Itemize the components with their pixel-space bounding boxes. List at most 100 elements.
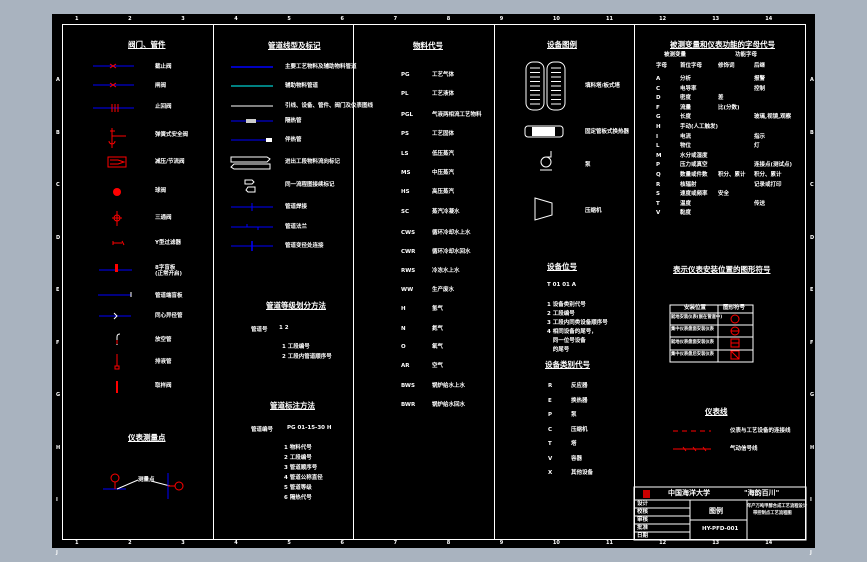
y-strainer-icon xyxy=(112,240,125,246)
material-code: O xyxy=(401,344,406,350)
material-name: 氮气 xyxy=(432,326,444,332)
equipment-class-name: 压缩机 xyxy=(571,426,588,433)
drain-pipe-icon xyxy=(114,354,120,370)
letter-code-cell: 温度 xyxy=(680,200,692,207)
pipeline-label: 管道变径处连接 xyxy=(285,243,324,249)
material-code: PL xyxy=(401,91,409,97)
material-code: LS xyxy=(401,151,409,157)
grid-row-label: H xyxy=(56,444,61,451)
equipment-tag-note: 2 工段编号 xyxy=(547,311,575,317)
valve-label: Y型过滤器 xyxy=(155,240,181,246)
equipment-label: 泵 xyxy=(585,162,591,168)
reducing-valve-inner xyxy=(110,159,126,165)
equipment-class-name: 换热器 xyxy=(571,397,588,404)
equipment-class-name: 泵 xyxy=(571,412,577,418)
valve-label: 排液管 xyxy=(155,359,172,365)
material-name: 工艺液体 xyxy=(432,91,455,97)
grid-row-label: C xyxy=(810,182,814,188)
letter-codes-header: 后继 xyxy=(754,63,766,69)
install-row-label: 就地仪表盘面安装仪表 xyxy=(671,339,714,345)
insulation-icon xyxy=(246,119,256,123)
letter-code-cell: 核辐射 xyxy=(680,181,697,188)
material-code: PS xyxy=(401,131,409,137)
equipment-class-code: X xyxy=(548,470,553,476)
equipment-tag-note: 1 设备类别代号 xyxy=(547,302,586,308)
instrument-lines-title: 仪表线 xyxy=(705,407,728,416)
letter-code-cell: 灯 xyxy=(754,143,760,150)
drawing-sheet xyxy=(52,14,815,548)
packed-tower-icon xyxy=(525,61,545,111)
equipment-title: 设备图例 xyxy=(547,40,577,49)
letter-code-cell: 物位 xyxy=(680,143,692,150)
install-table xyxy=(669,304,754,363)
letter-code-cell: H xyxy=(656,124,661,130)
pipe-marking-note: 5 管道等级 xyxy=(284,485,312,491)
letter-codes-group: 功能字母 xyxy=(735,52,758,58)
material-name: 循环冷却水回水 xyxy=(432,249,471,255)
school-name: 中国海洋大学 xyxy=(668,489,710,497)
equipment-class-code: T xyxy=(548,441,552,447)
equipment-label: 固定管板式换热器 xyxy=(585,129,630,135)
instrument-circle-icon xyxy=(174,481,184,491)
material-code: PG xyxy=(401,72,410,78)
material-code: N xyxy=(401,326,406,332)
letter-code-cell: I xyxy=(656,133,659,140)
install-row-label: 集中仪表盘面安装仪表 xyxy=(671,327,714,333)
local-instrument-icon xyxy=(730,314,740,324)
material-name: 工艺气体 xyxy=(432,72,455,78)
grid-column-label: 13 xyxy=(712,16,720,22)
letter-code-cell: 记录或打印 xyxy=(754,181,782,188)
grid-row-label: H xyxy=(810,444,815,451)
pipeline-label: 伴热管 xyxy=(285,137,302,143)
valve-label: 放空管 xyxy=(155,337,172,343)
grid-column-label: 14 xyxy=(765,16,773,22)
column-divider xyxy=(213,24,214,540)
grid-row-label: I xyxy=(56,497,58,503)
tracer-icon xyxy=(266,138,272,142)
right-subtitle: 带控制点工艺流程图 xyxy=(753,511,792,516)
grid-row-label: G xyxy=(56,392,61,398)
letter-code-cell: 手动(人工触发) xyxy=(680,124,719,130)
material-name: 锅炉给水上水 xyxy=(432,383,466,389)
material-code: MS xyxy=(401,170,411,176)
grid-column-label: 12 xyxy=(659,540,667,546)
letter-code-cell: 水分或湿度 xyxy=(680,152,708,159)
material-name: 空气 xyxy=(432,363,444,369)
valve-label: 弹簧式安全阀 xyxy=(155,132,189,138)
material-code: RWS xyxy=(401,268,416,274)
pipeline-label: 进出工段物料流向标记 xyxy=(285,159,341,165)
grid-row-label: J xyxy=(810,549,812,556)
title-block-row: 审核 xyxy=(637,517,649,523)
equipment-label: 压缩机 xyxy=(585,208,602,214)
drawing-number: HY-PFD-001 xyxy=(702,526,739,532)
grid-row-label: D xyxy=(56,234,61,241)
equipment-tag-note: 的尾号 xyxy=(547,347,570,353)
pipeline-label: 隔热管 xyxy=(285,118,302,124)
grid-row-label: F xyxy=(810,339,814,346)
equipment-tag-title: 设备位号 xyxy=(547,262,577,271)
grid-column-label: 9 xyxy=(499,16,504,22)
install-symbols-title: 表示仪表安装位置的图形符号 xyxy=(673,265,771,274)
equipment-class-name: 其他设备 xyxy=(571,470,594,476)
valve-label: 取样阀 xyxy=(155,383,172,389)
ball-valve-icon xyxy=(113,188,121,196)
material-name: 生产废水 xyxy=(432,287,455,293)
install-header: 安装位置 xyxy=(684,305,707,311)
grid-column-label: 13 xyxy=(712,540,720,546)
column-divider xyxy=(634,24,635,540)
material-code: WW xyxy=(401,287,414,293)
three-way-valve-body xyxy=(113,214,121,222)
material-code: SC xyxy=(401,209,409,215)
letter-code-cell: 报警 xyxy=(754,76,766,82)
letter-code-cell: Q xyxy=(656,172,661,178)
reducing-valve-icon xyxy=(107,156,127,168)
grid-column-label: 5 xyxy=(287,16,291,22)
install-row-label: 就地安装仪表(嵌在管道中) xyxy=(671,315,723,320)
pipe-number-label: 管道号 xyxy=(251,327,268,333)
grid-column-label: 10 xyxy=(552,16,560,22)
grid-column-label: 5 xyxy=(287,540,291,546)
material-name: 中压蒸汽 xyxy=(432,170,455,176)
instrument-line-label: 气动信号线 xyxy=(730,446,758,452)
grid-column-label: 1 xyxy=(75,540,79,546)
